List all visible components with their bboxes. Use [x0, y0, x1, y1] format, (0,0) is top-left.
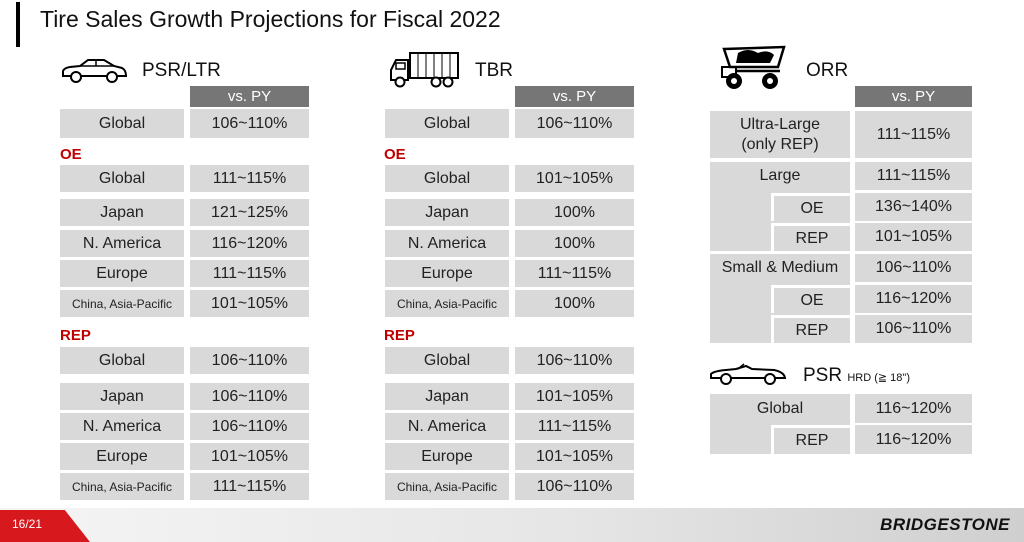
psr-col-header: vs. PY	[190, 86, 309, 107]
orr-col-header: vs. PY	[855, 86, 972, 107]
psr-rep-europe-value: 101~105%	[190, 443, 309, 470]
brand-logo: BRIDGESTONE	[880, 515, 1010, 534]
tbr-oe-namerica-value: 100%	[515, 230, 634, 257]
tbr-oe-namerica-label: N. America	[385, 230, 509, 257]
tbr-oe-europe-label: Europe	[385, 260, 509, 287]
car-icon	[62, 59, 128, 83]
psr-oe-china-label: China, Asia-Pacific	[60, 290, 184, 317]
orr-sm-label: Small & Medium	[710, 254, 850, 282]
tbr-rep-japan-label: Japan	[385, 383, 509, 410]
tbr-oe-china-value: 100%	[515, 290, 634, 317]
psr-oe-label: OE	[60, 146, 82, 163]
sports-car-icon	[710, 363, 787, 385]
orr-sm-rep-value: 106~110%	[855, 315, 972, 343]
psr-hrd-heading-sub: HRD (≧ 18")	[847, 372, 910, 384]
psr-oe-japan-label: Japan	[60, 199, 184, 226]
tbr-rep-europe-label: Europe	[385, 443, 509, 470]
dump-truck-icon	[721, 45, 786, 89]
tbr-global-label: Global	[385, 109, 509, 138]
tbr-rep-label: REP	[384, 327, 415, 344]
psr-global-value: 106~110%	[190, 109, 309, 138]
psr-rep-china-value: 111~115%	[190, 473, 309, 500]
orr-sm-oe-value: 116~120%	[855, 285, 972, 313]
psr-oe-global-value: 111~115%	[190, 165, 309, 192]
psr-hrd-heading-main: PSR	[803, 365, 843, 386]
tbr-rep-namerica-value: 111~115%	[515, 413, 634, 440]
psr-rep-global-label: Global	[60, 347, 184, 374]
orr-sm-rep-label: REP	[771, 315, 850, 343]
psr-hrd-heading: PSR HRD (≧ 18")	[803, 365, 910, 387]
tbr-oe-label: OE	[384, 146, 406, 163]
psr-rep-global-value: 106~110%	[190, 347, 309, 374]
tbr-rep-japan-value: 101~105%	[515, 383, 634, 410]
orr-large-rep-label: REP	[771, 223, 850, 251]
psr-oe-global-label: Global	[60, 165, 184, 192]
orr-large-rep-value: 101~105%	[855, 223, 972, 251]
title-accent-bar	[16, 2, 20, 47]
truck-icon	[390, 52, 459, 88]
psr-oe-europe-value: 111~115%	[190, 260, 309, 287]
tbr-rep-europe-value: 101~105%	[515, 443, 634, 470]
tbr-rep-china-value: 106~110%	[515, 473, 634, 500]
psr-hrd-global-label: Global	[710, 394, 850, 423]
orr-large-oe-label: OE	[771, 193, 850, 221]
footer-bar	[0, 508, 1024, 542]
psr-oe-namerica-value: 116~120%	[190, 230, 309, 257]
tbr-oe-china-label: China, Asia-Pacific	[385, 290, 509, 317]
page-title: Tire Sales Growth Projections for Fiscal…	[40, 6, 501, 32]
orr-ultra-label: Ultra-Large (only REP)	[710, 111, 850, 158]
psr-rep-namerica-value: 106~110%	[190, 413, 309, 440]
orr-large-oe-value: 136~140%	[855, 193, 972, 221]
tbr-rep-global-value: 106~110%	[515, 347, 634, 374]
psr-rep-namerica-label: N. America	[60, 413, 184, 440]
psr-rep-japan-label: Japan	[60, 383, 184, 410]
psr-oe-japan-value: 121~125%	[190, 199, 309, 226]
orr-ultra-label-line1: Ultra-Large	[739, 115, 821, 133]
psr-rep-label: REP	[60, 327, 91, 344]
orr-ultra-label-line2: (only REP)	[741, 135, 819, 153]
psr-rep-china-label: China, Asia-Pacific	[60, 473, 184, 500]
psr-hrd-global-value: 116~120%	[855, 394, 972, 423]
orr-sm-oe-label: OE	[771, 285, 850, 313]
tbr-col-header: vs. PY	[515, 86, 634, 107]
orr-ultra-value: 111~115%	[855, 111, 972, 158]
psr-oe-china-value: 101~105%	[190, 290, 309, 317]
psr-rep-europe-label: Europe	[60, 443, 184, 470]
psr-oe-europe-label: Europe	[60, 260, 184, 287]
tbr-oe-global-label: Global	[385, 165, 509, 192]
tbr-global-value: 106~110%	[515, 109, 634, 138]
tbr-oe-europe-value: 111~115%	[515, 260, 634, 287]
tbr-heading: TBR	[475, 60, 513, 81]
psr-rep-japan-value: 106~110%	[190, 383, 309, 410]
orr-heading: ORR	[806, 60, 849, 81]
tbr-oe-japan-label: Japan	[385, 199, 509, 226]
tbr-rep-namerica-label: N. America	[385, 413, 509, 440]
tbr-rep-global-label: Global	[385, 347, 509, 374]
orr-large-label: Large	[710, 162, 850, 190]
psr-heading: PSR/LTR	[142, 60, 221, 81]
page-number: 16/21	[12, 517, 43, 531]
tbr-rep-china-label: China, Asia-Pacific	[385, 473, 509, 500]
psr-global-label: Global	[60, 109, 184, 138]
psr-hrd-rep-value: 116~120%	[855, 425, 972, 454]
psr-oe-namerica-label: N. America	[60, 230, 184, 257]
tbr-oe-japan-value: 100%	[515, 199, 634, 226]
tbr-oe-global-value: 101~105%	[515, 165, 634, 192]
orr-large-value: 111~115%	[855, 162, 972, 190]
psr-hrd-rep-label: REP	[771, 425, 850, 454]
orr-sm-value: 106~110%	[855, 254, 972, 282]
